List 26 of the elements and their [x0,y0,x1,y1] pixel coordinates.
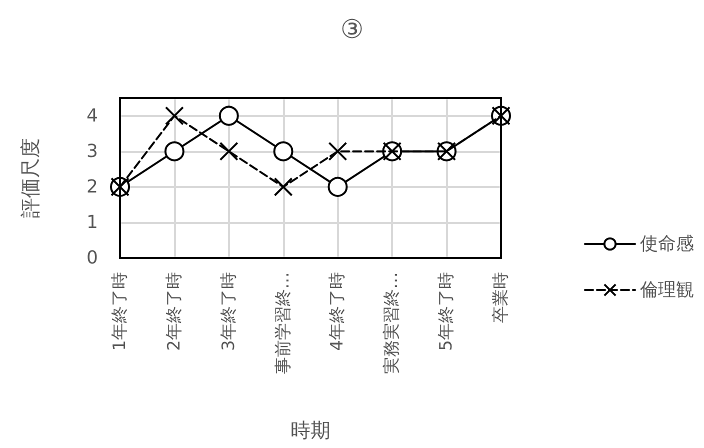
point [328,176,348,197]
point [273,141,294,162]
point [164,141,184,162]
x-tick-label: 3年終了時 [218,272,239,351]
chart-title: ③ [340,15,364,45]
point [274,177,293,196]
point [328,142,348,161]
point [164,106,184,126]
y-tick-label: 3 [86,140,98,162]
x-tick-label: 2年終了時 [164,272,184,351]
x-tick-label: 卒業時 [491,272,511,323]
x-tick-label: 実務実習終… [382,272,402,374]
y-tick-label: 2 [86,176,98,198]
x-tick-label: 事前学習終… [273,272,294,374]
point [219,142,238,161]
x-tick-label: 4年終了時 [328,272,348,351]
x-axis-title: 時期 [290,418,330,442]
y-axis-title: 評価尺度 [18,138,42,218]
point [218,106,239,126]
legend-label: 倫理観 [639,280,694,300]
y-tick-label: 1 [86,212,98,233]
x-tick-label: 5年終了時 [436,272,457,351]
x-tick-label: 1年終了時 [110,272,130,351]
y-tick-label: 0 [86,248,98,268]
legend-label: 使命感 [640,234,694,254]
y-tick-label: 4 [86,105,98,126]
